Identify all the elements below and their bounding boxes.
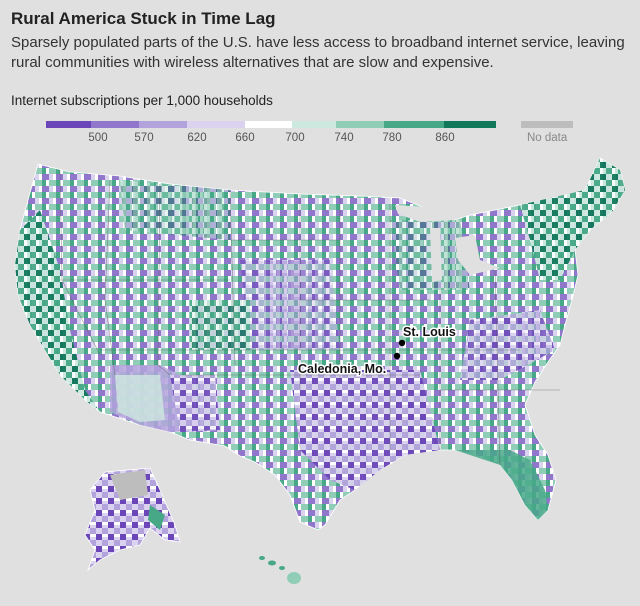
legend-swatch-2 — [91, 121, 139, 128]
lake-huron-erie — [455, 235, 500, 275]
map-svg: St. Louis Caledonia, Mo. — [14, 157, 626, 584]
legend-tick-700: 700 — [285, 132, 305, 144]
alaska — [84, 467, 181, 572]
region-west-coast — [15, 210, 100, 412]
legend-tick-500: 500 — [88, 132, 108, 144]
us-county-map: St. Louis Caledonia, Mo. — [0, 150, 640, 601]
caledonia-label: Caledonia, Mo. — [298, 362, 386, 376]
legend-swatch-3 — [139, 121, 187, 128]
hawaii — [259, 556, 301, 584]
legend-tick-660: 660 — [235, 132, 255, 144]
state-borders — [59, 169, 560, 466]
legend-tick-570: 570 — [134, 132, 154, 144]
region-northeast — [520, 158, 625, 280]
legend-tick-860: 860 — [435, 132, 455, 144]
st-louis-marker — [398, 339, 406, 347]
st-louis-label: St. Louis — [403, 325, 456, 339]
alaska-green — [148, 505, 165, 530]
legend-title: Internet subscriptions per 1,000 househo… — [11, 93, 273, 108]
color-legend: 500 570 620 660 700 740 780 860 No data — [46, 121, 606, 151]
alaska-nodata — [110, 470, 148, 500]
region-arizona — [115, 375, 165, 422]
region-montana — [120, 180, 230, 240]
region-florida — [455, 450, 548, 520]
caledonia-marker — [393, 352, 401, 360]
page-subtitle: Sparsely populated parts of the U.S. hav… — [11, 34, 625, 71]
legend-swatch-6 — [292, 121, 336, 128]
legend-swatch-1 — [46, 121, 91, 128]
lake-michigan — [430, 228, 442, 282]
page-title: Rural America Stuck in Time Lag — [11, 9, 276, 28]
lake-superior — [395, 205, 455, 222]
legend-swatch-7 — [336, 121, 384, 128]
legend-swatch-8 — [384, 121, 444, 128]
region-colorado — [190, 300, 250, 350]
legend-tick-780: 780 — [382, 132, 402, 144]
legend-tick-620: 620 — [187, 132, 207, 144]
region-great-lakes — [390, 220, 470, 290]
legend-tick-740: 740 — [334, 132, 354, 144]
region-south — [290, 370, 440, 490]
legend-swatch-9 — [444, 121, 496, 128]
legend-swatch-5 — [245, 121, 292, 128]
legend-swatch-4 — [187, 121, 245, 128]
region-appalachia — [460, 310, 555, 380]
region-new-mexico — [170, 375, 220, 432]
legend-nodata-label: No data — [527, 132, 568, 144]
legend-swatch-nodata — [521, 121, 573, 128]
region-midwest — [240, 260, 340, 350]
